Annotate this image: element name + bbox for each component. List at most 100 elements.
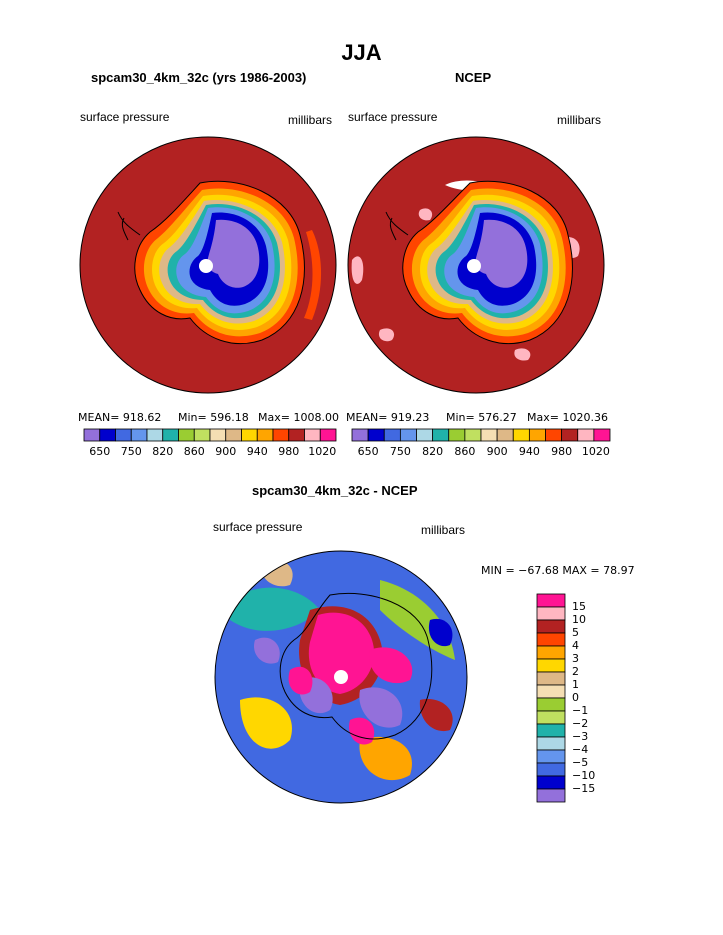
colorbar-tick-label: −1 xyxy=(572,704,589,717)
colorbar-swatch xyxy=(241,428,258,442)
colorbar-tick-label: 860 xyxy=(183,445,205,458)
colorbar-swatch xyxy=(99,428,116,442)
colorbar-swatch xyxy=(536,749,566,764)
panel3-title: spcam30_4km_32c - NCEP xyxy=(252,483,418,498)
colorbar-swatch xyxy=(536,723,566,738)
colorbar-swatch xyxy=(536,606,566,621)
colorbar-swatch xyxy=(115,428,132,442)
colorbar-swatch xyxy=(536,775,566,790)
colorbar-swatch xyxy=(319,428,337,442)
colorbar-tick-label: 0 xyxy=(572,691,579,704)
panel3-colorbar xyxy=(536,593,566,803)
panel2-units-label: millibars xyxy=(557,113,602,127)
colorbar-swatch xyxy=(146,428,164,442)
panel3-anomaly-region xyxy=(288,666,313,695)
panel3-anomaly-region xyxy=(308,612,375,694)
colorbar-tick-label: −15 xyxy=(572,782,596,795)
colorbar-tick-label: 860 xyxy=(454,445,476,458)
colorbar-swatch xyxy=(272,428,290,442)
panel1-map-border xyxy=(79,136,337,394)
colorbar-tick-label: 820 xyxy=(422,445,444,458)
colorbar-tick-label: 10 xyxy=(572,613,586,626)
panel3-anomaly-region xyxy=(359,687,403,728)
colorbar-tick-label: −10 xyxy=(572,769,596,782)
colorbar-swatch xyxy=(496,428,514,442)
colorbar-swatch xyxy=(83,428,101,442)
colorbar-tick-label: −5 xyxy=(572,756,589,769)
colorbar-swatch xyxy=(536,684,566,699)
colorbar-tick-label: 900 xyxy=(486,445,508,458)
panel3-polar-map xyxy=(215,551,467,803)
colorbar-tick-label: 1 xyxy=(572,678,579,691)
panel3-minmax-stat: MIN = −67.68 MAX = 78.97 xyxy=(481,564,635,577)
panel2-title: NCEP xyxy=(455,70,492,85)
panel3-anomaly-region xyxy=(419,699,453,732)
panel3-variable-label: surface pressure xyxy=(213,520,303,534)
panel1-min-stat: Min= 596.18 xyxy=(178,411,249,424)
panel2-mean-stat: MEAN= 919.23 xyxy=(346,411,430,424)
colorbar-swatch xyxy=(536,671,566,686)
colorbar-tick-label: 15 xyxy=(572,600,586,613)
panel2-colorbar-ticks: 650 750 820 860 900 940 980 1020 xyxy=(352,445,610,459)
colorbar-tick-label: 1020 xyxy=(581,445,610,458)
colorbar-tick-label: 4 xyxy=(572,639,579,652)
colorbar-tick-label: −3 xyxy=(572,730,589,743)
colorbar-tick-label: 980 xyxy=(551,445,573,458)
panel1-max-stat: Max= 1008.00 xyxy=(258,411,339,424)
colorbar-tick-label: 940 xyxy=(518,445,540,458)
colorbar-tick-label: 900 xyxy=(215,445,237,458)
panel3-anomaly-region xyxy=(359,736,412,781)
panel2-anomaly-patch xyxy=(418,208,433,221)
panel3-anomaly-region xyxy=(428,618,453,647)
colorbar-swatch xyxy=(225,428,242,442)
colorbar-swatch xyxy=(432,428,450,442)
panel3-anomaly-region xyxy=(230,587,320,631)
panel2-map-border xyxy=(347,136,605,394)
panel1-high-pressure-band xyxy=(304,230,322,320)
colorbar-tick-label: 2 xyxy=(572,665,579,678)
colorbar-tick-label: 5 xyxy=(572,626,579,639)
panel2-polar-map xyxy=(348,137,604,393)
panel2-coastline xyxy=(402,180,573,344)
colorbar-swatch xyxy=(367,428,385,442)
colorbar-swatch xyxy=(193,428,211,442)
panel2-variable-label: surface pressure xyxy=(348,110,438,124)
colorbar-swatch xyxy=(536,762,566,777)
panel2-min-stat: Min= 576.27 xyxy=(446,411,517,424)
panel3-anomaly-region xyxy=(254,637,280,664)
colorbar-swatch xyxy=(383,428,401,442)
panel2-anomaly-patch xyxy=(378,328,395,342)
panel2-anomaly-patch xyxy=(351,256,364,284)
colorbar-swatch xyxy=(399,428,417,442)
colorbar-tick-label: 3 xyxy=(572,652,579,665)
colorbar-swatch xyxy=(536,736,566,751)
panel3-anomaly-region xyxy=(240,697,292,749)
panel3-colorbar-ticks: 15 10 5 4 3 2 1 0 −1 −2 −3 −4 −5 −10 −15 xyxy=(572,594,612,802)
panel3-pole-marker xyxy=(334,670,348,684)
panel1-colorbar xyxy=(83,428,337,442)
panel1-interior-low xyxy=(207,219,260,288)
colorbar-swatch xyxy=(209,428,227,442)
colorbar-swatch xyxy=(512,428,530,442)
colorbar-swatch xyxy=(528,428,546,442)
panel2-colorbar xyxy=(351,428,611,442)
panel3-coastline xyxy=(279,592,433,740)
panel2-interior-low xyxy=(475,219,528,288)
colorbar-swatch xyxy=(536,645,566,660)
colorbar-swatch xyxy=(178,428,195,442)
panel1-colorbar-ticks: 650 750 820 860 900 940 980 1020 xyxy=(84,445,336,459)
colorbar-swatch xyxy=(464,428,482,442)
panel3-anomaly-region xyxy=(369,647,413,684)
colorbar-swatch xyxy=(536,593,566,608)
colorbar-swatch xyxy=(536,697,566,712)
colorbar-swatch xyxy=(130,428,148,442)
colorbar-tick-label: 750 xyxy=(389,445,411,458)
colorbar-tick-label: −2 xyxy=(572,717,589,730)
panel1-units-label: millibars xyxy=(288,113,333,127)
panel3-anomaly-region xyxy=(349,717,375,745)
colorbar-swatch xyxy=(256,428,274,442)
colorbar-swatch xyxy=(536,788,566,803)
panel1-pole-marker xyxy=(199,259,213,273)
colorbar-swatch xyxy=(536,658,566,673)
